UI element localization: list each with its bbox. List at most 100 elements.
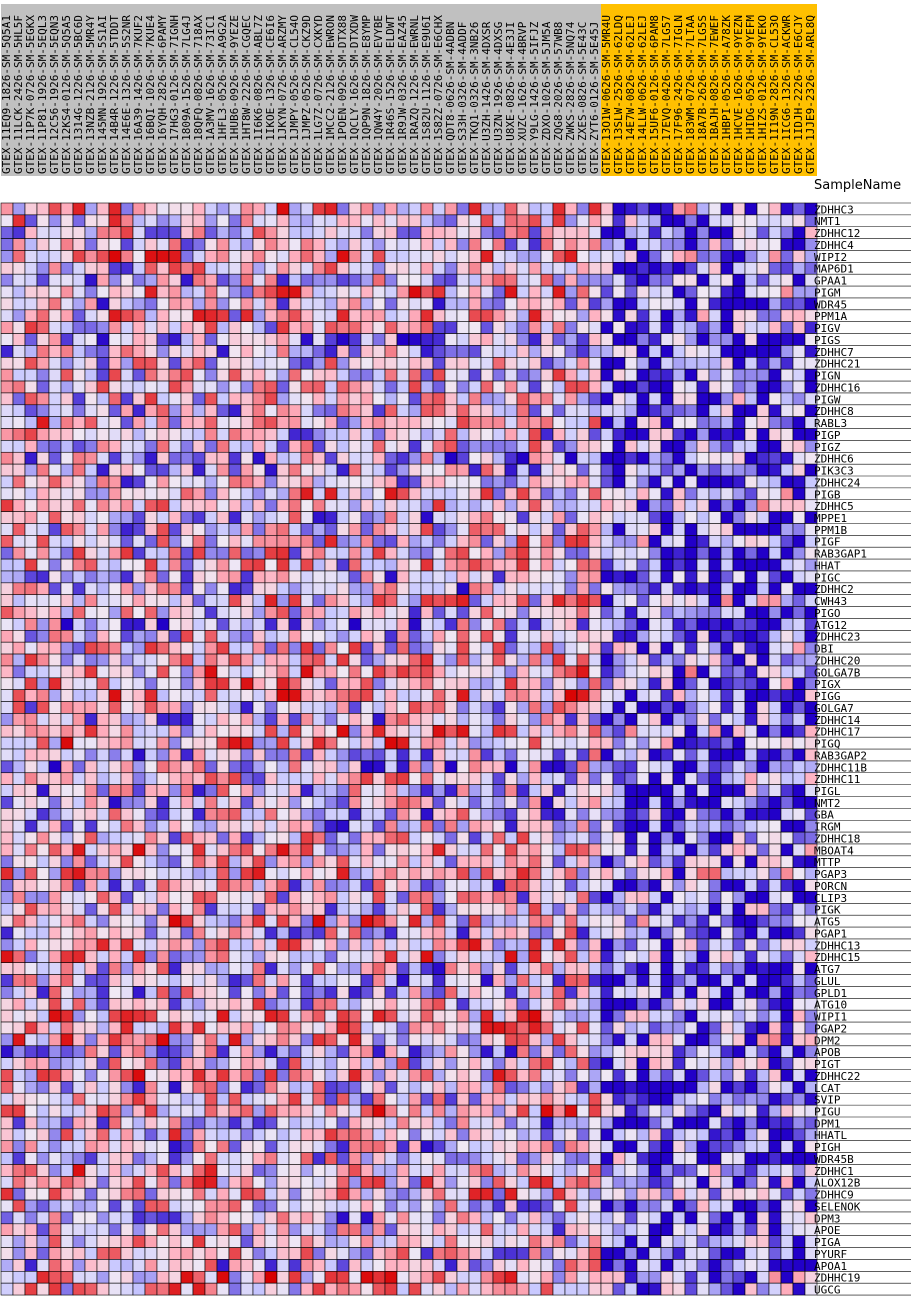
heatmap-cell — [300, 713, 314, 726]
heatmap-cell — [96, 713, 110, 726]
heatmap-cell — [624, 736, 638, 750]
heatmap-cell — [216, 558, 230, 572]
heatmap-cell — [540, 333, 554, 346]
heatmap-cell — [588, 357, 602, 370]
heatmap-cell — [60, 238, 74, 251]
heatmap-cell — [540, 594, 554, 607]
heatmap-cell — [432, 226, 446, 239]
heatmap-cell — [360, 879, 374, 892]
heatmap-cell — [120, 202, 134, 216]
heatmap-cell — [564, 879, 578, 892]
heatmap-cell — [336, 309, 350, 322]
heatmap-cell — [48, 463, 62, 477]
heatmap-cell — [540, 202, 554, 216]
heatmap-cell — [612, 713, 626, 726]
heatmap-cell — [660, 926, 674, 940]
heatmap-cell — [708, 273, 722, 287]
heatmap-cell — [360, 440, 374, 453]
heatmap-cell — [72, 1009, 86, 1023]
heatmap-cell — [396, 238, 410, 251]
heatmap-cell — [672, 404, 686, 417]
heatmap-cell — [300, 938, 314, 952]
column-label: GTEX-1S82U-1126-SM-E9U6I — [420, 15, 433, 174]
heatmap-cell — [720, 511, 734, 524]
heatmap-cell — [132, 736, 146, 750]
column-header-bg — [661, 4, 673, 176]
heatmap-cell — [708, 250, 722, 263]
heatmap-cell — [504, 914, 518, 928]
heatmap-cell — [276, 297, 290, 311]
heatmap-cell — [612, 214, 626, 228]
heatmap-cell — [48, 867, 62, 880]
heatmap-cell — [624, 855, 638, 869]
heatmap-cell — [156, 938, 170, 952]
heatmap-cell — [552, 558, 566, 572]
heatmap-cell — [756, 558, 770, 572]
heatmap-cell — [468, 760, 482, 774]
heatmap-cell — [252, 1009, 266, 1023]
heatmap-cell — [216, 665, 230, 679]
heatmap-cell — [696, 440, 710, 453]
heatmap-cell — [744, 262, 758, 275]
heatmap-cell — [696, 226, 710, 239]
heatmap-cell — [396, 784, 410, 797]
heatmap-cell — [504, 630, 518, 643]
heatmap-cell — [48, 238, 62, 251]
heatmap-cell — [684, 843, 698, 857]
heatmap-cell — [216, 808, 230, 821]
heatmap-cell — [0, 226, 14, 239]
heatmap-cell — [360, 1033, 374, 1047]
heatmap-cell — [432, 938, 446, 952]
heatmap-cell — [348, 760, 362, 774]
heatmap-cell — [648, 748, 662, 762]
heatmap-cell — [480, 606, 494, 619]
heatmap-cell — [24, 986, 38, 999]
heatmap-cell — [264, 1009, 278, 1023]
heatmap-cell — [504, 487, 518, 501]
heatmap-cell — [252, 523, 266, 536]
heatmap-cell — [720, 748, 734, 762]
heatmap-cell — [588, 962, 602, 975]
heatmap-cell — [768, 641, 782, 655]
column-label: GTEX-1JMPZ-0526-SM-CKZ9D — [300, 15, 313, 174]
heatmap-cell — [12, 297, 26, 311]
heatmap-cell — [384, 309, 398, 322]
heatmap-cell — [204, 1045, 218, 1058]
heatmap-cell — [216, 250, 230, 263]
heatmap-cell — [144, 368, 158, 382]
heatmap-cell — [336, 938, 350, 952]
heatmap-cell — [372, 855, 386, 869]
heatmap-cell — [516, 986, 530, 999]
heatmap-cell — [60, 546, 74, 560]
heatmap-cell — [72, 677, 86, 690]
heatmap-cell — [144, 689, 158, 702]
heatmap-cell — [168, 736, 182, 750]
heatmap-cell — [396, 796, 410, 809]
heatmap-cell — [36, 582, 50, 596]
heatmap-cell — [660, 511, 674, 524]
heatmap-cell — [636, 463, 650, 477]
heatmap-cell — [660, 665, 674, 679]
heatmap-cell — [636, 606, 650, 619]
heatmap-cell — [204, 357, 218, 370]
heatmap-cell — [708, 926, 722, 940]
heatmap-cell — [732, 689, 746, 702]
heatmap-cell — [360, 641, 374, 655]
heatmap-cell — [396, 558, 410, 572]
heatmap-cell — [168, 463, 182, 477]
heatmap-cell — [552, 831, 566, 845]
heatmap-cell — [600, 855, 614, 869]
column-header-bg — [781, 4, 793, 176]
heatmap-cell — [528, 962, 542, 975]
heatmap-cell — [12, 202, 26, 216]
heatmap-cell — [684, 262, 698, 275]
heatmap-cell — [360, 214, 374, 228]
heatmap-cell — [300, 736, 314, 750]
heatmap-cell — [492, 475, 506, 489]
column-label: GTEX-U3ZN-1926-SM-4DXSG — [492, 22, 505, 174]
heatmap-cell — [600, 523, 614, 536]
heatmap-cell — [528, 226, 542, 239]
heatmap-cell — [420, 451, 434, 465]
heatmap-cell — [108, 724, 122, 738]
heatmap-cell — [348, 701, 362, 714]
